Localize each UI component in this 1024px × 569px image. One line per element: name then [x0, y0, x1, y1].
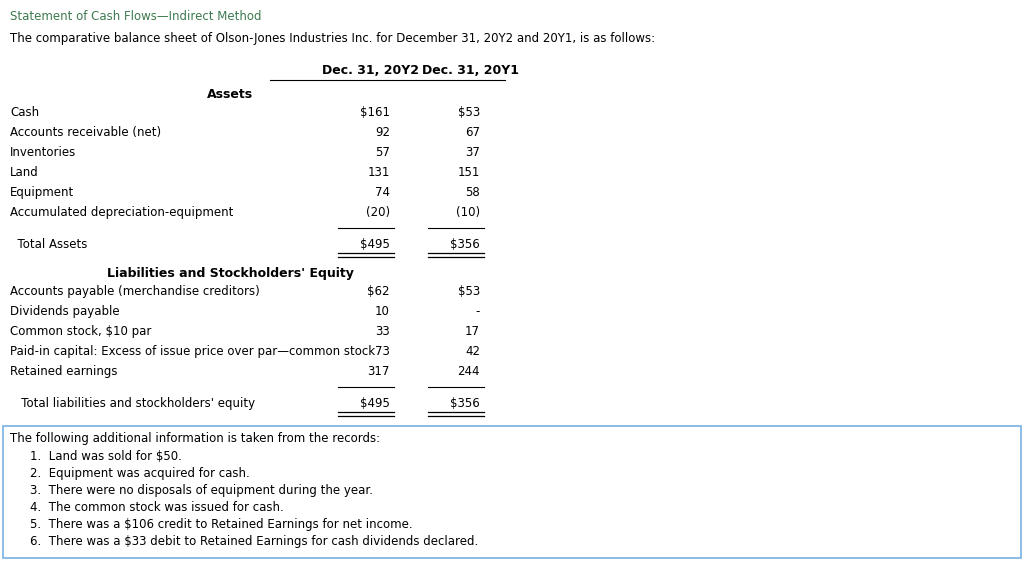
- Text: 33: 33: [375, 325, 390, 338]
- Text: 317: 317: [368, 365, 390, 378]
- Text: 2.  Equipment was acquired for cash.: 2. Equipment was acquired for cash.: [30, 467, 250, 480]
- Text: $356: $356: [451, 397, 480, 410]
- Text: 244: 244: [458, 365, 480, 378]
- Text: Paid-in capital: Excess of issue price over par—common stock: Paid-in capital: Excess of issue price o…: [10, 345, 375, 358]
- Text: 92: 92: [375, 126, 390, 139]
- Text: Dividends payable: Dividends payable: [10, 305, 120, 318]
- Text: 74: 74: [375, 186, 390, 199]
- Text: Dec. 31, 20Y1: Dec. 31, 20Y1: [422, 64, 518, 77]
- Text: $495: $495: [360, 238, 390, 251]
- Text: 10: 10: [375, 305, 390, 318]
- Text: Common stock, $10 par: Common stock, $10 par: [10, 325, 152, 338]
- Text: Equipment: Equipment: [10, 186, 75, 199]
- Text: 5.  There was a $106 credit to Retained Earnings for net income.: 5. There was a $106 credit to Retained E…: [30, 518, 413, 531]
- Bar: [3, 426, 1021, 558]
- Text: 17: 17: [465, 325, 480, 338]
- Text: Total liabilities and stockholders' equity: Total liabilities and stockholders' equi…: [10, 397, 255, 410]
- Text: Total Assets: Total Assets: [10, 238, 87, 251]
- Text: Cash: Cash: [10, 106, 39, 119]
- Text: Retained earnings: Retained earnings: [10, 365, 118, 378]
- Text: 4.  The common stock was issued for cash.: 4. The common stock was issued for cash.: [30, 501, 284, 514]
- Text: Inventories: Inventories: [10, 146, 76, 159]
- Text: 6.  There was a $33 debit to Retained Earnings for cash dividends declared.: 6. There was a $33 debit to Retained Ear…: [30, 535, 478, 548]
- Text: 73: 73: [375, 345, 390, 358]
- Text: 131: 131: [368, 166, 390, 179]
- Text: 67: 67: [465, 126, 480, 139]
- Text: Land: Land: [10, 166, 39, 179]
- Text: 3.  There were no disposals of equipment during the year.: 3. There were no disposals of equipment …: [30, 484, 373, 497]
- Text: Assets: Assets: [207, 88, 253, 101]
- Text: -: -: [475, 305, 480, 318]
- Text: 1.  Land was sold for $50.: 1. Land was sold for $50.: [30, 450, 182, 463]
- Text: $356: $356: [451, 238, 480, 251]
- Text: The following additional information is taken from the records:: The following additional information is …: [10, 432, 380, 445]
- Text: 42: 42: [465, 345, 480, 358]
- Text: $53: $53: [458, 106, 480, 119]
- Text: Accounts receivable (net): Accounts receivable (net): [10, 126, 161, 139]
- Text: $53: $53: [458, 285, 480, 298]
- Text: $62: $62: [368, 285, 390, 298]
- Text: Liabilities and Stockholders' Equity: Liabilities and Stockholders' Equity: [106, 267, 353, 280]
- Text: Accounts payable (merchandise creditors): Accounts payable (merchandise creditors): [10, 285, 260, 298]
- Text: Accumulated depreciation-equipment: Accumulated depreciation-equipment: [10, 206, 233, 219]
- Text: (20): (20): [366, 206, 390, 219]
- Text: Dec. 31, 20Y2: Dec. 31, 20Y2: [322, 64, 419, 77]
- Text: The comparative balance sheet of Olson-Jones Industries Inc. for December 31, 20: The comparative balance sheet of Olson-J…: [10, 32, 655, 45]
- Text: 151: 151: [458, 166, 480, 179]
- Text: $495: $495: [360, 397, 390, 410]
- Text: 37: 37: [465, 146, 480, 159]
- Text: $161: $161: [360, 106, 390, 119]
- Text: (10): (10): [456, 206, 480, 219]
- Text: 58: 58: [465, 186, 480, 199]
- Text: 57: 57: [375, 146, 390, 159]
- Text: Statement of Cash Flows—Indirect Method: Statement of Cash Flows—Indirect Method: [10, 10, 261, 23]
